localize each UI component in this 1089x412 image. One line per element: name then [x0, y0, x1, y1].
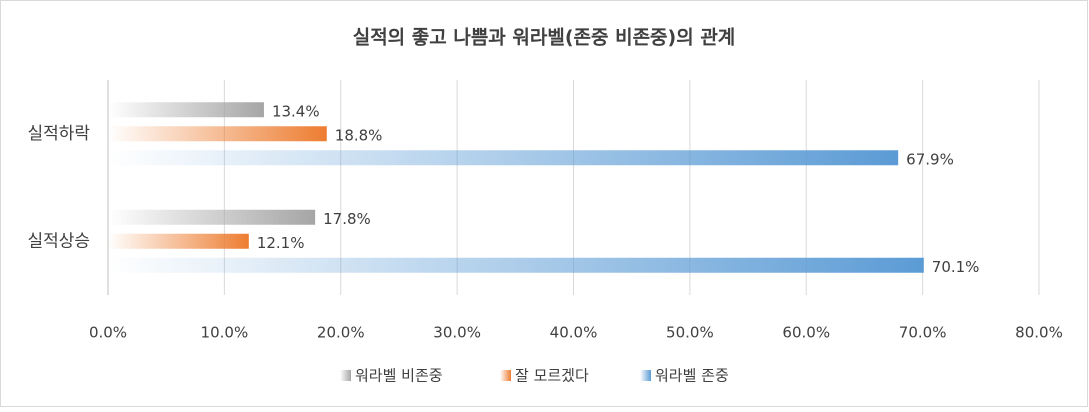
value-label: 67.9%: [906, 150, 954, 168]
x-tick-label: 40.0%: [550, 324, 598, 342]
value-label: 13.4%: [272, 102, 320, 120]
chart-title: 실적의 좋고 나쁨과 워라벨(존중 비존중)의 관계: [353, 27, 736, 49]
bar: [108, 102, 264, 118]
x-tick-label: 70.0%: [899, 324, 947, 342]
x-tick-label: 80.0%: [1015, 324, 1063, 342]
x-tick-label: 0.0%: [89, 324, 127, 342]
x-tick-label: 30.0%: [433, 324, 481, 342]
legend-label: 잘 모르겠다: [515, 367, 589, 385]
x-tick-label: 50.0%: [666, 324, 714, 342]
y-tick-label: 실적상승: [27, 231, 90, 251]
legend-marker: [340, 370, 351, 381]
legend-label: 워라벨 존중: [655, 367, 729, 385]
bar: [108, 257, 924, 273]
bar: [108, 233, 249, 249]
bar: [108, 209, 316, 225]
bar: [108, 150, 899, 166]
bar: [108, 126, 327, 142]
x-tick-label: 60.0%: [782, 324, 830, 342]
legend-label: 워라벨 비존중: [355, 367, 443, 385]
value-label: 70.1%: [932, 258, 980, 276]
x-tick-label: 20.0%: [317, 324, 365, 342]
x-tick-label: 10.0%: [201, 324, 249, 342]
value-label: 18.8%: [335, 126, 383, 144]
legend-marker: [500, 370, 511, 381]
y-tick-label: 실적하락: [27, 124, 90, 144]
value-label: 17.8%: [323, 210, 371, 228]
value-label: 12.1%: [257, 234, 305, 252]
legend-marker: [640, 370, 651, 381]
